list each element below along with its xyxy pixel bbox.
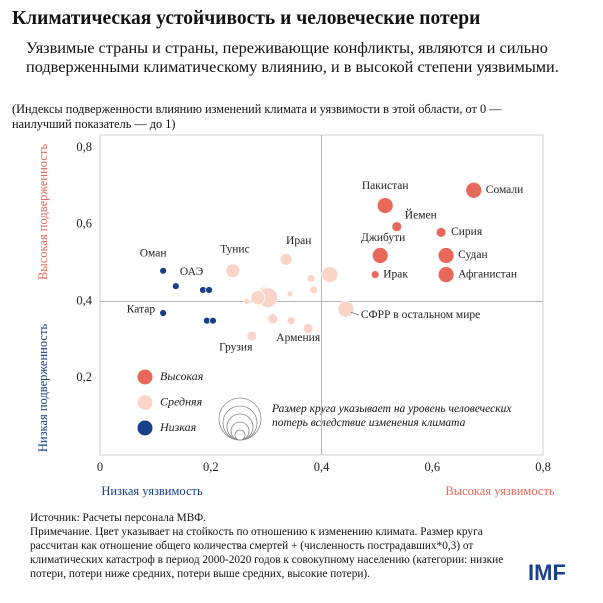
- legend-marker: [137, 369, 153, 385]
- bubble: [391, 221, 403, 233]
- source: Источник: Расчеты персонала МВФ.: [30, 512, 207, 524]
- bubble: [267, 313, 279, 325]
- x-axis-label: Высокая уязвимость: [445, 484, 555, 498]
- bubble: [371, 247, 389, 264]
- y-tick-label: 0,8: [76, 140, 92, 154]
- x-tick-label: 0: [97, 460, 103, 474]
- bubble: [159, 309, 168, 317]
- logo: IMF: [528, 560, 566, 585]
- x-tick-label: 0,2: [203, 460, 219, 474]
- bubble: [376, 197, 394, 214]
- bubble: [370, 270, 380, 280]
- bubble: [437, 266, 455, 284]
- bubble: [250, 290, 266, 306]
- bubble: [205, 286, 213, 294]
- y-axis-label: Высокая подверженность: [36, 144, 50, 280]
- point-label: Оман: [140, 247, 167, 259]
- y-axis-label: Низкая подверженность: [36, 324, 50, 452]
- bubble: [209, 316, 217, 325]
- x-axis-label: Низкая уязвимость: [101, 484, 203, 498]
- legend-label: Высокая: [160, 369, 204, 383]
- point-label: Ирак: [383, 268, 408, 280]
- title: Климатическая устойчивость и человечески…: [12, 8, 481, 29]
- point-label: Судан: [458, 249, 488, 261]
- point-label: Джибути: [361, 232, 405, 244]
- point-label: Катар: [127, 304, 156, 316]
- point-label: Йемен: [405, 207, 437, 221]
- legend-label: Средняя: [160, 394, 203, 408]
- bubble: [302, 322, 314, 334]
- point-label: Иран: [286, 235, 311, 247]
- point-label: Армения: [276, 332, 321, 344]
- footnote: Примечание. Цвет указывает на стойкость …: [30, 526, 504, 580]
- bubble: [306, 274, 316, 283]
- bubble: [159, 266, 168, 275]
- point-label: ОАЭ: [180, 266, 204, 278]
- y-tick-label: 0,6: [76, 217, 92, 231]
- legend-marker: [137, 420, 153, 436]
- bubble: [286, 316, 296, 326]
- x-tick-label: 0,4: [314, 460, 330, 474]
- note: (Индексы подверженности влиянию изменени…: [12, 102, 502, 131]
- legend-label: Низкая: [159, 420, 197, 434]
- leader-line: [350, 311, 359, 316]
- size-legend-circle: [234, 429, 246, 441]
- y-tick-label: 0,2: [76, 370, 92, 384]
- bubble: [309, 285, 319, 295]
- bubble: [279, 252, 293, 266]
- bubble: [225, 263, 241, 279]
- point-label: Сомали: [486, 184, 524, 196]
- bubble: [437, 247, 455, 264]
- point-label: Грузия: [219, 342, 253, 354]
- size-note: Размер круга указывает на уровень челове…: [272, 403, 512, 429]
- y-tick-label: 0,4: [76, 293, 92, 307]
- x-tick-label: 0,8: [535, 460, 551, 474]
- point-label: Тунис: [220, 243, 250, 255]
- bubble: [286, 290, 294, 298]
- bubble: [435, 227, 447, 238]
- bubble: [246, 330, 258, 342]
- x-tick-label: 0,6: [424, 460, 440, 474]
- point-label: Сирия: [451, 226, 483, 238]
- point-label: СФРР в остальном мире: [361, 309, 480, 321]
- bubble: [337, 300, 355, 318]
- point-label: Афганистан: [458, 268, 517, 280]
- legend-marker: [137, 395, 153, 410]
- subtitle: Уязвимые страны и страны, переживающие к…: [26, 38, 559, 76]
- bubble: [465, 181, 483, 199]
- bubble: [321, 266, 339, 284]
- point-label: Пакистан: [362, 180, 409, 192]
- bubble: [171, 282, 180, 291]
- bubble: [243, 298, 251, 305]
